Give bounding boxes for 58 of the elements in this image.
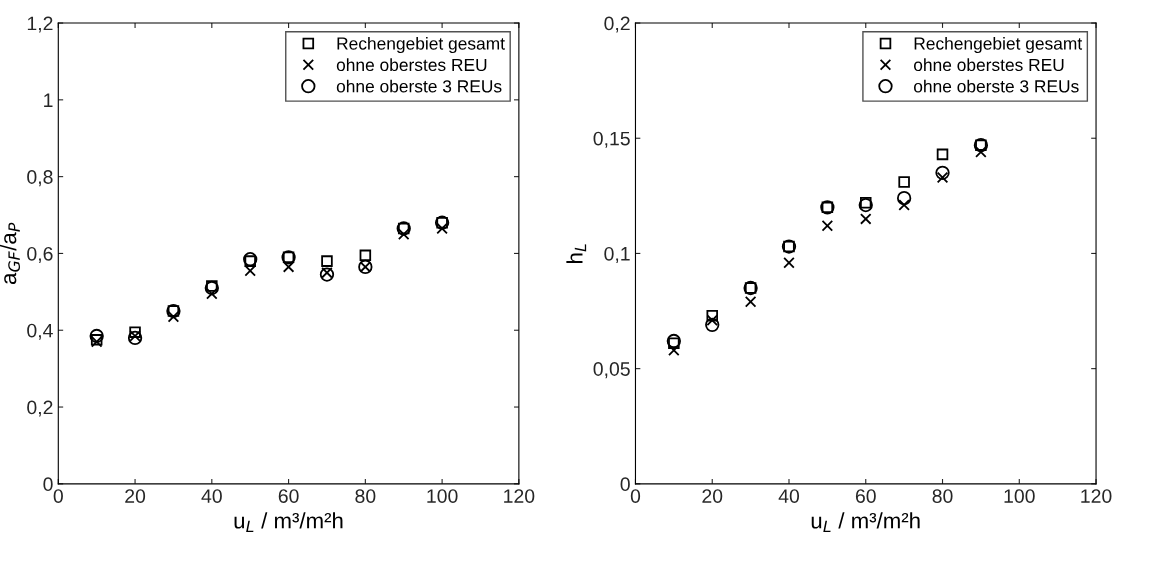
x-tick-label: 100 <box>427 489 458 503</box>
y-tick-label: 0 <box>43 477 53 492</box>
y-tick-label: 0 <box>620 477 630 492</box>
y-tick-label: 0,05 <box>593 362 630 379</box>
point <box>744 296 757 308</box>
point <box>668 337 680 350</box>
legend-label: ohne oberstes REU <box>914 58 1064 72</box>
x-tick-label: 100 <box>1004 489 1035 503</box>
y-tick-label: 0,1 <box>604 246 630 263</box>
x-axis-title: u$_{L}$ / m³/m²h <box>811 512 920 533</box>
legend-label: Rechengebiet gesamt <box>337 36 505 54</box>
legend-label: ohne oberste 3 REUs <box>336 79 502 93</box>
x-tick-label: 60 <box>855 489 876 503</box>
y-axis-title: h$_{L}$ <box>566 244 587 263</box>
y-tick-label: 0,2 <box>27 400 53 417</box>
point <box>896 190 912 206</box>
point <box>706 309 718 322</box>
point <box>705 317 720 333</box>
y-tick-label: 0,6 <box>27 246 53 263</box>
x-tick-label: 20 <box>702 489 723 503</box>
point <box>898 176 910 188</box>
y-tick-label: 0,15 <box>593 131 630 148</box>
x-tick-label: 120 <box>1081 489 1112 503</box>
point <box>858 197 873 213</box>
legend-label: ohne oberste 3 REUs <box>914 79 1079 93</box>
x-axis-title: u$_{L}$ / m³/m²h <box>234 512 343 533</box>
point <box>935 165 950 180</box>
point <box>936 148 949 161</box>
y-tick-label: 1,2 <box>27 16 53 33</box>
point <box>359 249 372 262</box>
point <box>898 199 910 211</box>
point <box>129 326 141 338</box>
y-tick-label: 1 <box>44 93 53 107</box>
point <box>859 213 872 225</box>
legend-label: Rechengebiet gesamt <box>914 36 1083 54</box>
x-tick-label: 20 <box>125 489 146 503</box>
point <box>321 255 333 267</box>
x-tick-label: 60 <box>278 489 299 503</box>
x-tick-label: 80 <box>932 489 953 503</box>
x-tick-label: 0 <box>53 489 63 503</box>
point <box>666 333 682 349</box>
y-axis-title: a$_{GF}$/a$_{P}$ <box>0 222 20 285</box>
x-tick-label: 120 <box>504 489 535 503</box>
x-tick-label: 40 <box>201 489 222 503</box>
point <box>821 220 834 232</box>
point <box>89 328 104 344</box>
point <box>204 280 219 296</box>
y-tick-label: 0,2 <box>604 16 630 33</box>
y-tick-label: 0,4 <box>27 323 53 340</box>
y-tick-label: 0,8 <box>27 170 53 187</box>
point <box>859 196 872 209</box>
legend-label: ohne oberstes REU <box>336 58 487 72</box>
x-tick-label: 40 <box>778 489 800 503</box>
point <box>936 171 949 184</box>
point <box>783 256 795 269</box>
point <box>127 330 143 346</box>
x-tick-label: 0 <box>630 489 641 503</box>
x-tick-label: 80 <box>355 489 376 503</box>
